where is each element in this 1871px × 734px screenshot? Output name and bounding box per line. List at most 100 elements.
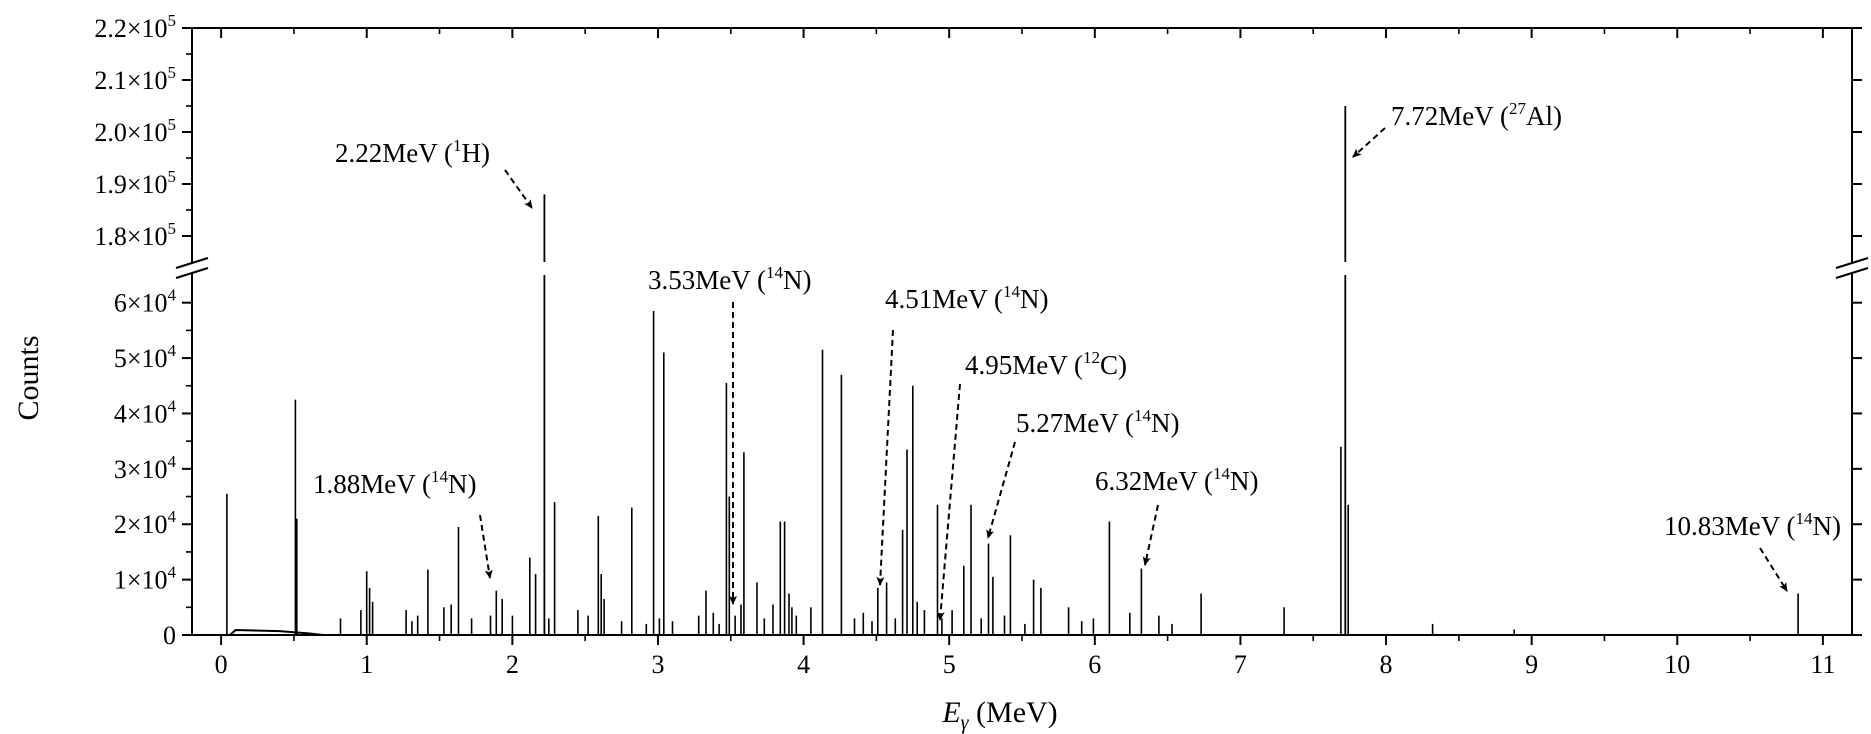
annotation-1: 3.53MeV (14N) bbox=[648, 263, 812, 295]
y-tick-mantissa: 1.8×10 bbox=[94, 222, 167, 251]
annotation-energy: 2.22MeV ( bbox=[335, 138, 453, 168]
y-tick-exponent: 4 bbox=[168, 286, 177, 305]
y-tick-label: 5×104 bbox=[114, 341, 177, 373]
annotation-energy: 3.53MeV ( bbox=[648, 265, 766, 295]
y-axis-ticks: 01×1042×1043×1044×1045×1046×1041.8×1051.… bbox=[94, 11, 1862, 650]
annotation-mass-number: 14 bbox=[766, 263, 784, 282]
y-tick-mantissa: 1.9×10 bbox=[94, 170, 167, 199]
x-tick-label: 11 bbox=[1810, 650, 1835, 679]
x-tick-label: 3 bbox=[651, 650, 664, 679]
x-axis-ticks: 0 1 2 3 4 5 6 7 8 9 10 11 bbox=[215, 28, 1835, 679]
axis-break-mark-1-a bbox=[1835, 256, 1869, 270]
axis-break-mark-0-a bbox=[175, 256, 209, 270]
annotation-mass-number: 1 bbox=[453, 136, 462, 155]
annotation-3: 4.95MeV (12C) bbox=[965, 348, 1127, 380]
y-tick-label: 2.1×105 bbox=[94, 63, 176, 95]
annotation-element: C) bbox=[1100, 350, 1127, 380]
continuum-line bbox=[229, 629, 324, 636]
annotation-arrow-8 bbox=[1759, 547, 1788, 592]
y-tick-label: 2.0×105 bbox=[94, 115, 176, 147]
y-tick-exponent: 4 bbox=[168, 563, 177, 582]
x-tick-label: 1 bbox=[360, 650, 373, 679]
annotation-2: 4.51MeV (14N) bbox=[885, 282, 1049, 314]
y-tick-label: 1×104 bbox=[114, 563, 177, 595]
y-tick-label: 2×104 bbox=[114, 507, 177, 539]
annotation-element: N) bbox=[1813, 511, 1842, 541]
annotation-arrow-7 bbox=[1352, 127, 1386, 158]
y-tick-exponent: 4 bbox=[168, 452, 177, 471]
baseline-counts bbox=[229, 629, 324, 636]
annotation-mass-number: 14 bbox=[1003, 282, 1021, 301]
y-tick-mantissa: 6×10 bbox=[114, 289, 168, 318]
x-tick-label: 4 bbox=[797, 650, 810, 679]
annotation-7: 7.72MeV (27Al) bbox=[1391, 99, 1562, 131]
y-tick-label: 1.8×105 bbox=[94, 219, 176, 251]
annotation-mass-number: 14 bbox=[431, 467, 449, 486]
y-tick-label: 2.2×105 bbox=[94, 11, 176, 43]
annotation-element: N) bbox=[783, 265, 812, 295]
y-tick-exponent: 5 bbox=[168, 11, 177, 30]
y-tick-label: 3×104 bbox=[114, 452, 177, 484]
annotation-arrow-6 bbox=[1142, 504, 1159, 566]
annotation-mass-number: 14 bbox=[1134, 406, 1152, 425]
annotation-arrow-2 bbox=[876, 329, 894, 586]
annotation-element: N) bbox=[448, 469, 477, 499]
annotation-energy: 1.88MeV ( bbox=[313, 469, 431, 499]
y-tick-mantissa: 2.2×10 bbox=[94, 14, 167, 43]
axis-break-mark-0-b bbox=[175, 266, 209, 280]
x-axis-label: Eγ (MeV) bbox=[941, 696, 1057, 734]
y-tick-exponent: 4 bbox=[168, 341, 177, 360]
annotation-5: 1.88MeV (14N) bbox=[313, 467, 477, 499]
x-axis-label-subscript: γ bbox=[961, 712, 970, 734]
y-tick-exponent: 5 bbox=[168, 167, 177, 186]
annotation-arrow-5 bbox=[479, 514, 493, 579]
annotation-6: 6.32MeV (14N) bbox=[1095, 464, 1259, 496]
y-tick-label: 1.9×105 bbox=[94, 167, 176, 199]
annotation-arrow-0 bbox=[504, 169, 533, 209]
annotation-mass-number: 14 bbox=[1213, 464, 1231, 483]
y-tick-exponent: 5 bbox=[168, 219, 177, 238]
x-axis-label-symbol: E bbox=[941, 696, 960, 729]
x-tick-label: 9 bbox=[1525, 650, 1538, 679]
x-tick-label: 10 bbox=[1664, 650, 1690, 679]
annotation-energy: 5.27MeV ( bbox=[1016, 408, 1134, 438]
peak-annotations: 2.22MeV (1H)3.53MeV (14N)4.51MeV (14N)4.… bbox=[313, 99, 1841, 621]
annotation-element: H) bbox=[462, 138, 491, 168]
annotation-4: 5.27MeV (14N) bbox=[1016, 406, 1180, 438]
axis-break-mark-1-b bbox=[1835, 266, 1869, 280]
annotation-energy: 10.83MeV ( bbox=[1664, 511, 1796, 541]
annotation-0: 2.22MeV (1H) bbox=[335, 136, 490, 168]
annotation-element: N) bbox=[1230, 466, 1259, 496]
y-tick-mantissa: 3×10 bbox=[114, 455, 168, 484]
annotation-element: Al) bbox=[1526, 101, 1562, 131]
x-tick-label: 5 bbox=[943, 650, 956, 679]
x-tick-label: 6 bbox=[1088, 650, 1101, 679]
y-tick-exponent: 5 bbox=[168, 115, 177, 134]
y-tick-exponent: 5 bbox=[168, 63, 177, 82]
annotation-8: 10.83MeV (14N) bbox=[1664, 509, 1841, 541]
y-tick-exponent: 4 bbox=[168, 396, 177, 415]
y-axis-label: Counts bbox=[12, 335, 45, 420]
x-tick-label: 0 bbox=[215, 650, 228, 679]
y-tick-mantissa: 4×10 bbox=[114, 399, 168, 428]
y-tick-mantissa: 2.0×10 bbox=[94, 118, 167, 147]
y-tick-mantissa: 2×10 bbox=[114, 510, 168, 539]
annotation-energy: 7.72MeV ( bbox=[1391, 101, 1509, 131]
annotation-mass-number: 14 bbox=[1796, 509, 1814, 528]
x-tick-label: 2 bbox=[506, 650, 519, 679]
y-tick-label: 0 bbox=[163, 621, 176, 650]
annotation-arrow-4 bbox=[986, 441, 1016, 539]
annotation-energy: 6.32MeV ( bbox=[1095, 466, 1213, 496]
annotation-mass-number: 27 bbox=[1509, 99, 1527, 118]
y-tick-exponent: 4 bbox=[168, 507, 177, 526]
x-tick-label: 8 bbox=[1380, 650, 1393, 679]
annotation-element: N) bbox=[1151, 408, 1180, 438]
y-tick-mantissa: 5×10 bbox=[114, 344, 168, 373]
annotation-element: N) bbox=[1020, 284, 1049, 314]
y-tick-mantissa: 1×10 bbox=[114, 566, 168, 595]
peak-bars bbox=[226, 106, 1799, 635]
y-tick-label: 6×104 bbox=[114, 286, 177, 318]
annotation-energy: 4.95MeV ( bbox=[965, 350, 1083, 380]
